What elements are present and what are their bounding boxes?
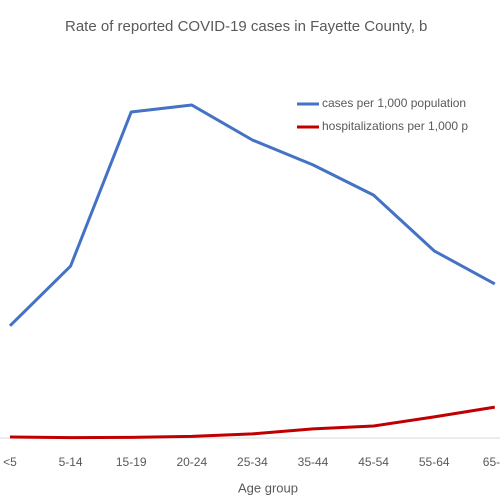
x-tick-label: 35-44 bbox=[298, 455, 329, 469]
x-tick-label: 55-64 bbox=[419, 455, 450, 469]
chart-title: Rate of reported COVID-19 cases in Fayet… bbox=[65, 18, 427, 35]
x-tick-label: 65-7 bbox=[483, 455, 500, 469]
x-tick-label: <5 bbox=[3, 455, 17, 469]
data-line bbox=[9, 405, 496, 440]
legend-label: cases per 1,000 population bbox=[322, 96, 466, 110]
data-line bbox=[8, 103, 496, 327]
x-tick-label: 25-34 bbox=[237, 455, 268, 469]
x-axis-title: Age group bbox=[238, 480, 298, 495]
x-tick-label: 15-19 bbox=[116, 455, 147, 469]
legend-label: hospitalizations per 1,000 p bbox=[322, 119, 468, 133]
x-tick-label: 20-24 bbox=[176, 455, 207, 469]
x-tick-label: 45-54 bbox=[358, 455, 389, 469]
x-tick-label: 5-14 bbox=[59, 455, 83, 469]
